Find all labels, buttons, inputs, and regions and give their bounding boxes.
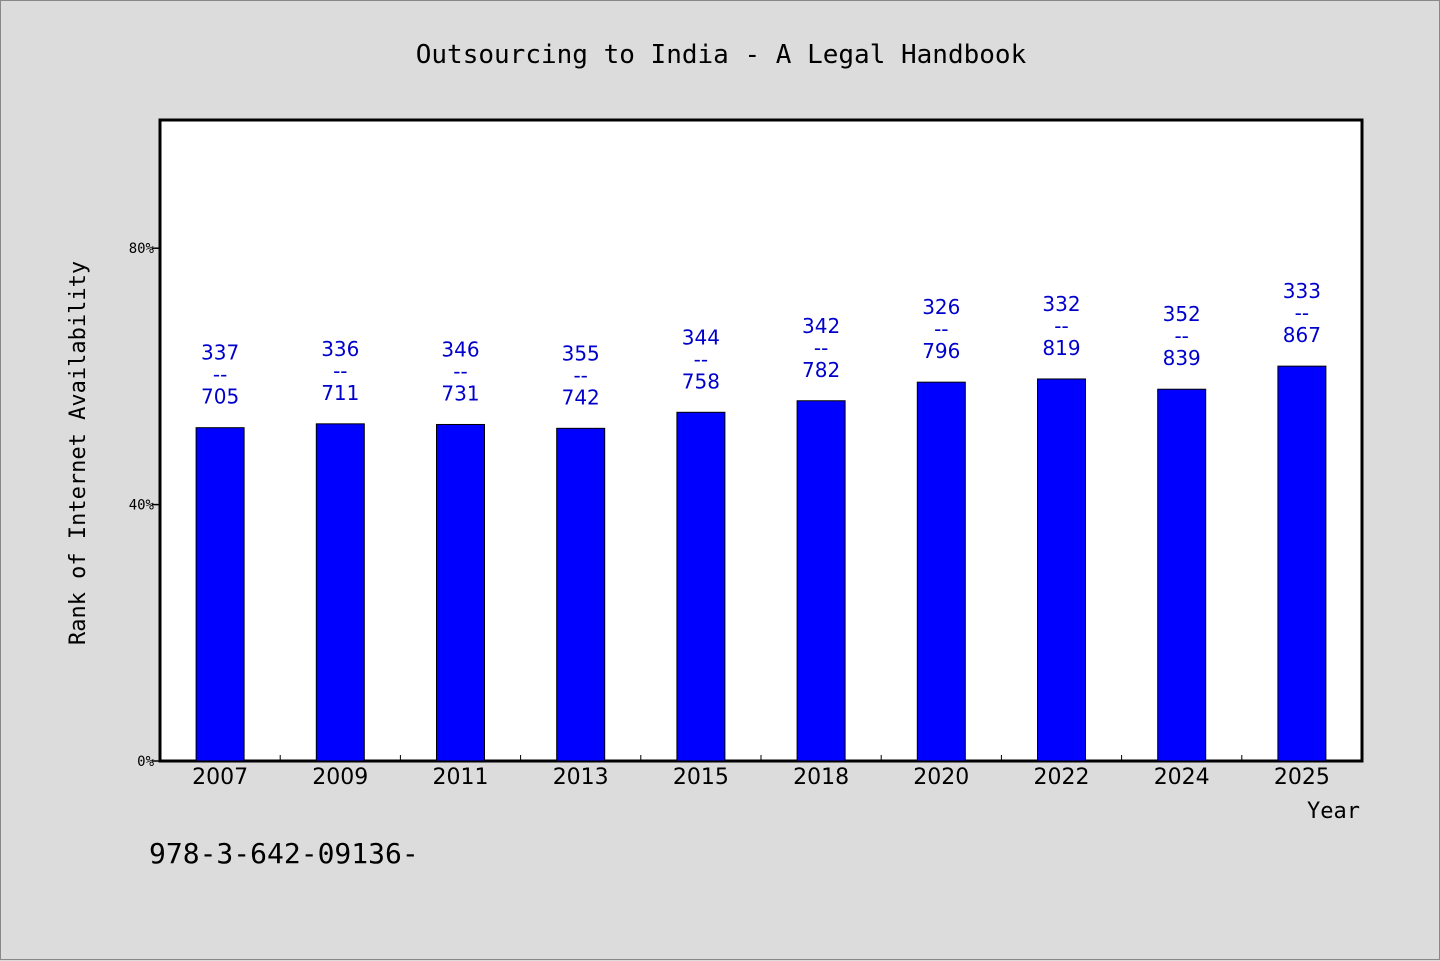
bar-label-separator: -- [1295, 301, 1309, 325]
bar [315, 423, 365, 762]
x-tick-label: 2022 [1034, 765, 1090, 790]
bar-label-separator: -- [694, 347, 708, 371]
bar [1277, 365, 1327, 762]
bar-label-top: 355 [562, 341, 600, 365]
bar [676, 411, 726, 762]
y-axis-label: Rank of Internet Availability [66, 261, 91, 645]
y-tick-label: 80% [129, 241, 155, 257]
bar-labels: 337--705336--711346--731355--742344--758… [201, 279, 1321, 409]
x-tick-label: 2011 [433, 765, 489, 790]
bar-label-bottom: 742 [562, 385, 600, 409]
x-tick-label: 2013 [553, 765, 609, 790]
bar-label-bottom: 867 [1283, 323, 1321, 347]
bar-label-separator: -- [1054, 314, 1068, 338]
y-axis: 0% 40% 80% [129, 241, 160, 770]
bar-label-top: 342 [802, 314, 840, 338]
bar-label-bottom: 731 [441, 381, 479, 405]
bar-label-bottom: 758 [682, 369, 720, 393]
bar-label-bottom: 796 [922, 339, 960, 363]
x-tick-label: 2018 [793, 765, 849, 790]
bar-label-bottom: 819 [1042, 336, 1080, 360]
x-tick-label: 2007 [192, 765, 248, 790]
bar-label-top: 352 [1163, 302, 1201, 326]
x-tick-label: 2015 [673, 765, 729, 790]
bar [796, 400, 846, 762]
bar-series [195, 365, 1327, 762]
x-tick-label: 2025 [1274, 765, 1330, 790]
bar-label-separator: -- [333, 359, 347, 383]
bar-label-separator: -- [1174, 324, 1188, 348]
x-axis-label: Year [1307, 799, 1360, 824]
bar-label-separator: -- [453, 359, 467, 383]
bar [916, 381, 966, 762]
bar-label-top: 336 [321, 337, 359, 361]
bar-label-top: 337 [201, 341, 239, 365]
bar-label-separator: -- [213, 363, 227, 387]
bar-label-top: 326 [922, 295, 960, 319]
bar-label-separator: -- [814, 336, 828, 360]
y-tick-label: 0% [137, 754, 154, 770]
bar-label-top: 346 [441, 337, 479, 361]
bar [1037, 378, 1086, 762]
x-tick-label: 2024 [1154, 765, 1210, 790]
bar-label-top: 333 [1283, 279, 1321, 303]
bar-label-bottom: 711 [321, 381, 359, 405]
bar [1157, 388, 1207, 762]
bar [195, 427, 245, 762]
bar-label-bottom: 705 [201, 385, 239, 409]
x-tick-label: 2020 [913, 765, 969, 790]
isbn-footer: 978-3-642-09136- [149, 837, 419, 870]
chart-title: Outsourcing to India - A Legal Handbook [416, 40, 1027, 70]
bar-label-separator: -- [573, 363, 587, 387]
bar [436, 423, 485, 762]
bar-label-top: 344 [682, 325, 720, 349]
x-tick-label: 2009 [312, 765, 368, 790]
bar-label-top: 332 [1042, 292, 1080, 316]
x-axis: 2007 2009 2011 2013 2015 2018 2020 2022 2024 2025 [192, 755, 1330, 790]
y-tick-label: 40% [129, 498, 155, 514]
bar-label-separator: -- [934, 317, 948, 341]
bar-label-bottom: 782 [802, 358, 840, 382]
bar [556, 427, 606, 762]
bar-label-bottom: 839 [1163, 346, 1201, 370]
